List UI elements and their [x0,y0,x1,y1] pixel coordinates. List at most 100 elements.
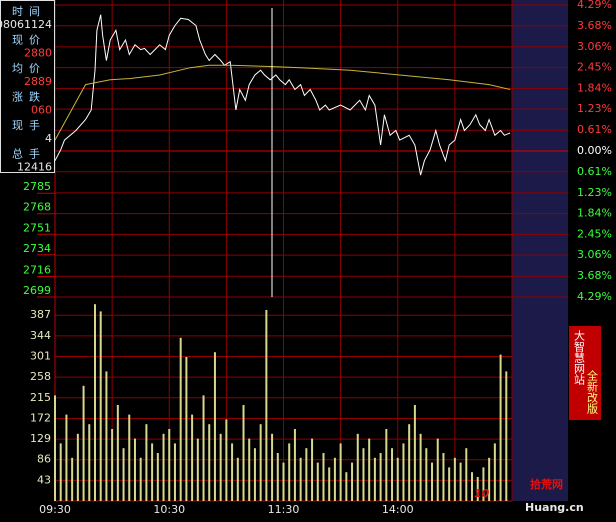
volume-bar [116,405,119,501]
y-tick-label: 43 [37,473,51,486]
volume-bar [71,457,74,501]
volume-bar [488,457,491,501]
info-value: 2880 [24,47,52,60]
y2-tick-label: 3.68% [577,19,612,32]
volume-bar [493,443,496,501]
y-tick-label: 86 [37,453,51,466]
volume-bar [482,467,485,501]
volume-bar [465,448,468,501]
info-value: 2889 [24,75,52,88]
volume-bar [442,453,445,501]
volume-bar [139,457,142,501]
volume-bar [253,448,256,501]
volume-bar [379,453,382,501]
volume-bar [173,443,176,501]
y2-tick-label: 0.61% [577,165,612,178]
volume-bar [231,443,234,501]
volume-bar [162,433,165,501]
volume-bar [311,438,314,501]
side-panel [512,0,568,501]
y2-tick-label: 4.29% [577,290,612,303]
volume-bar [396,457,399,501]
ad-badge [569,326,601,420]
volume-bar [333,457,336,501]
volume-bar [328,467,331,501]
volume-bar [105,371,108,501]
volume-bar [219,433,222,501]
y-tick-label: 258 [30,370,51,383]
volume-bar [402,443,405,501]
volume-bar [368,438,371,501]
y-tick-label: 2785 [23,180,51,193]
y2-tick-label: 4.29% [577,0,612,11]
y-tick-label: 215 [30,391,51,404]
y-tick-label: 344 [30,329,51,342]
info-value: 4 [45,132,52,145]
info-label: 均价 [12,62,46,75]
volume-bar [431,462,434,501]
volume-bar [93,304,96,501]
volume-bar [59,443,62,501]
y2-tick-label: 1.84% [577,207,612,220]
info-label: 现手 [12,118,46,132]
volume-bar [213,352,216,501]
y-tick-label: 2751 [23,221,51,234]
volume-bar [185,357,188,501]
volume-bar [436,438,439,501]
info-value: 08061124 [0,18,52,31]
volume-bar [242,405,245,501]
volume-bar [299,457,302,501]
price-line [54,64,511,141]
volume-bar [276,453,279,501]
x-tick-label: 11:30 [268,503,300,516]
volume-bar [196,438,199,501]
volume-bar [282,462,285,501]
volume-bar [356,433,359,501]
volume-bar [505,371,508,501]
volume-bar [128,414,131,501]
y-tick-label: 2699 [23,284,51,297]
y2-tick-label: 1.23% [577,186,612,199]
y-tick-label: 2768 [23,201,51,214]
y-tick-label: 387 [30,308,51,321]
volume-bar [476,477,479,501]
volume-bar [391,448,394,501]
y2-tick-label: 2.45% [577,61,612,74]
watermark-logo: 10 [474,487,490,500]
volume-bar [111,429,114,501]
volume-bar [122,448,125,501]
volume-bar [225,419,228,501]
ad-line1: 大智慧网站 [573,329,586,386]
y2-tick-label: 0.00% [577,144,612,157]
y-tick-label: 2734 [23,242,51,255]
y2-tick-label: 0.61% [577,123,612,136]
volume-bar [88,424,91,501]
volume-bar [413,405,416,501]
volume-bar [248,438,251,501]
info-label: 总手 [12,147,46,161]
volume-bar [179,337,182,501]
volume-bar [202,395,205,501]
volume-bar [208,424,211,501]
y2-tick-label: 3.06% [577,248,612,261]
volume-bar [168,429,171,501]
volume-bar [133,438,136,501]
y2-tick-label: 1.84% [577,81,612,94]
ad-line2: 全新改版 [586,369,599,415]
x-tick-label: 10:30 [153,503,185,516]
volume-bar [373,457,376,501]
volume-bar [265,309,268,501]
volume-bar [425,448,428,501]
y-tick-label: 172 [30,411,51,424]
volume-bar [419,433,422,501]
y2-tick-label: 3.68% [577,269,612,282]
volume-bar [339,443,342,501]
volume-bar [316,462,319,501]
volume-bar [236,457,239,501]
volume-bar [345,472,348,501]
info-value: 12416 [17,161,52,174]
volume-bar [259,424,262,501]
volume-bar [322,453,325,501]
